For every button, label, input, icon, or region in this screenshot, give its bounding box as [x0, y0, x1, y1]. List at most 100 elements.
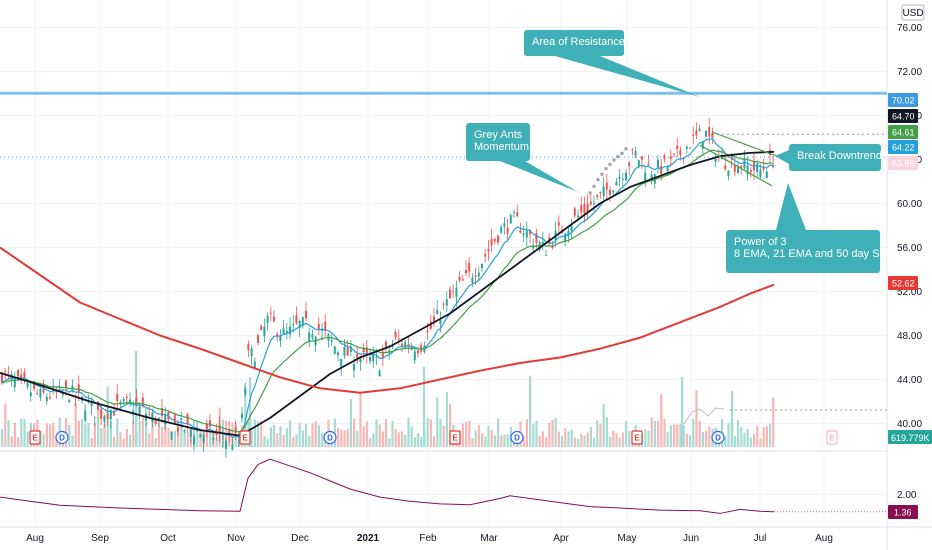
- volume-bar: [372, 433, 375, 447]
- price-tick-label: 48.00: [897, 331, 922, 342]
- time-tick-label: Nov: [227, 533, 245, 544]
- indicator-panel: 2.00: [0, 458, 917, 514]
- grey-ant-marker: [596, 178, 600, 182]
- volume-bar: [660, 394, 663, 447]
- grey-ant-marker: [616, 155, 620, 159]
- volume-bar: [305, 423, 308, 447]
- candle-body: [468, 262, 471, 272]
- volume-bar: [724, 436, 727, 447]
- volume-bar: [116, 418, 119, 447]
- event-label: E: [32, 434, 38, 443]
- volume-bar: [356, 431, 359, 447]
- candle-body: [657, 160, 659, 167]
- volume-bar: [522, 436, 525, 447]
- candle-body: [599, 191, 602, 193]
- grey-ant-marker: [624, 147, 628, 151]
- candle-body: [100, 409, 103, 419]
- candle-body: [385, 341, 387, 348]
- volume-bar: [740, 427, 743, 447]
- candle-body: [637, 160, 640, 167]
- volume-bar: [769, 423, 772, 447]
- currency-badge[interactable]: [901, 4, 925, 21]
- event-circle: [711, 430, 725, 445]
- volume-bar: [647, 431, 650, 447]
- grey-ant-marker: [588, 191, 592, 195]
- volume-bar: [685, 434, 688, 447]
- candle-body: [669, 156, 672, 159]
- candle-body: [602, 186, 605, 197]
- volume-bar: [97, 417, 100, 447]
- volume-bar: [759, 438, 762, 447]
- candle-body: [65, 380, 67, 388]
- volume-bar: [273, 425, 276, 447]
- candle-body: [756, 163, 759, 172]
- volume-bar: [506, 434, 509, 447]
- candle-body: [241, 413, 243, 419]
- candle-body: [52, 387, 55, 389]
- candle-body: [522, 233, 525, 236]
- candle-body: [676, 145, 679, 149]
- volume-bar: [727, 423, 730, 447]
- candle-body: [93, 416, 96, 418]
- candle-body: [154, 419, 157, 424]
- time-tick-label: Jul: [754, 533, 767, 544]
- volume-bar: [500, 435, 503, 447]
- volume-bar: [612, 430, 615, 447]
- callout-text: Area of Resistance: [532, 36, 625, 48]
- downtrend-lower-line: [699, 144, 773, 187]
- volume-bar: [410, 426, 413, 447]
- candle-body: [244, 388, 247, 395]
- volume-bar: [365, 421, 368, 447]
- break-downtrend-callout: Break Downtrend?: [775, 144, 888, 171]
- callout-box: [726, 230, 880, 273]
- volume-bar: [420, 436, 423, 447]
- volume-bar: [445, 391, 448, 447]
- candle-body: [394, 332, 397, 338]
- candle-body: [298, 320, 301, 328]
- candle-body: [436, 309, 439, 315]
- candle-body: [695, 130, 698, 136]
- indicator-badge: 1.36: [888, 505, 918, 519]
- time-tick-label: May: [618, 533, 637, 544]
- candle-body: [285, 330, 288, 333]
- candle-body: [609, 189, 611, 195]
- volume-bar: [42, 434, 45, 447]
- volume-bar: [442, 425, 445, 447]
- volume-bar: [68, 424, 71, 447]
- candle-body: [772, 164, 775, 168]
- candle-body: [477, 272, 480, 277]
- candle-body: [4, 371, 7, 373]
- candle-body: [724, 165, 727, 170]
- volume-bar: [138, 420, 141, 447]
- candle-body: [106, 413, 109, 419]
- candle-body: [545, 254, 547, 256]
- candle-body: [493, 238, 496, 242]
- candle-body: [289, 326, 291, 335]
- candle-body: [113, 411, 115, 416]
- candle-body: [596, 194, 599, 197]
- badge-box: [888, 430, 932, 444]
- volume-bar: [673, 424, 676, 447]
- badge-box: [888, 156, 918, 170]
- volume-bar: [125, 428, 128, 447]
- candle-body: [465, 269, 467, 274]
- candle-body: [612, 190, 615, 193]
- candle-body: [45, 396, 48, 402]
- event-label: D: [59, 434, 65, 443]
- volume-bar: [26, 431, 29, 447]
- event-label: D: [715, 434, 721, 443]
- candle-body: [317, 324, 320, 331]
- candle-body: [173, 414, 176, 424]
- candle-body: [759, 169, 762, 177]
- badge-text: 63.99: [892, 159, 915, 169]
- candle-body: [218, 424, 221, 433]
- volume-bar: [100, 427, 103, 447]
- volume-bar: [545, 437, 548, 447]
- candle-body: [631, 149, 634, 151]
- candle-body: [33, 381, 35, 389]
- candle-body: [311, 334, 314, 338]
- volume-bar: [705, 430, 708, 447]
- volume-bar: [260, 420, 263, 447]
- event-label: E: [452, 434, 458, 443]
